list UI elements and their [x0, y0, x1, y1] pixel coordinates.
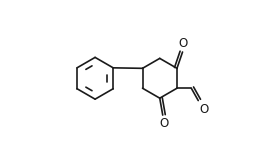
Text: O: O: [159, 117, 168, 130]
Text: O: O: [199, 103, 208, 115]
Text: O: O: [179, 37, 188, 50]
